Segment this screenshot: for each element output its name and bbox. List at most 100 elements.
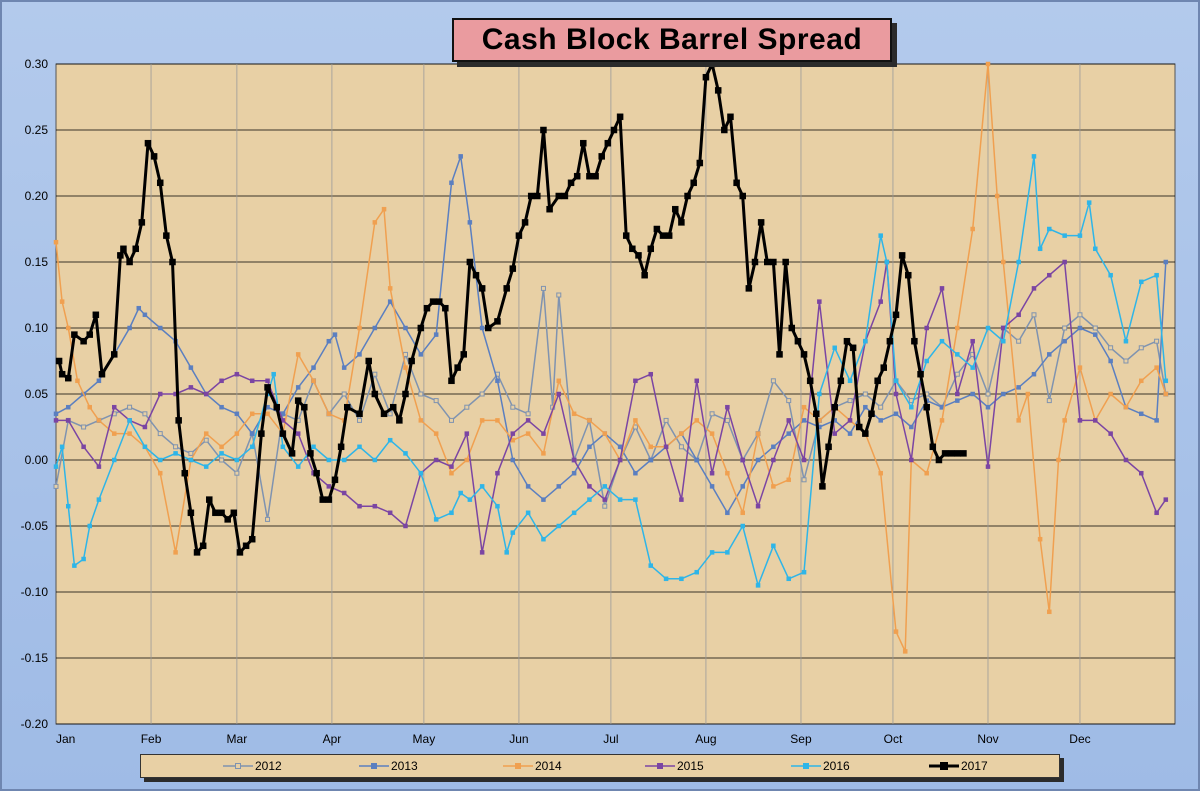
data-point: [855, 423, 863, 431]
data-point: [188, 365, 194, 370]
legend-label: 2017: [961, 759, 988, 773]
data-point: [72, 563, 77, 568]
data-point: [786, 398, 792, 404]
data-point: [1163, 497, 1169, 502]
data-point: [602, 484, 608, 489]
data-point: [525, 510, 531, 516]
data-point: [534, 192, 541, 200]
data-point: [786, 431, 791, 436]
data-point: [924, 470, 929, 476]
data-point: [157, 470, 163, 476]
x-tick-label: Feb: [141, 732, 162, 746]
data-point: [633, 418, 638, 423]
data-point: [653, 225, 661, 233]
data-point: [555, 192, 563, 200]
data-point: [985, 61, 991, 67]
data-point: [571, 510, 577, 516]
data-point: [924, 358, 929, 364]
data-point: [236, 549, 244, 556]
data-point: [509, 265, 517, 272]
y-tick-label: 0.10: [25, 321, 49, 335]
data-point: [862, 430, 869, 437]
data-point: [218, 509, 225, 517]
data-point: [288, 450, 296, 457]
data-point: [725, 550, 730, 555]
data-point: [449, 470, 454, 476]
data-point: [911, 337, 918, 345]
data-point: [294, 397, 302, 404]
data-point: [150, 153, 158, 160]
data-point: [602, 503, 608, 509]
data-point: [387, 510, 393, 516]
data-point: [1154, 365, 1159, 370]
data-point: [156, 179, 164, 187]
data-point: [571, 457, 577, 463]
data-point: [878, 404, 884, 410]
data-point: [1016, 338, 1022, 344]
data-point: [311, 378, 316, 384]
legend-item-2017: 2017: [929, 755, 988, 777]
data-point: [1001, 325, 1006, 331]
data-point: [709, 411, 715, 417]
data-point: [265, 411, 270, 417]
data-point: [53, 418, 59, 423]
data-point: [832, 431, 837, 436]
data-point: [678, 219, 685, 226]
data-point: [66, 325, 71, 331]
data-point: [556, 292, 562, 298]
data-point: [341, 391, 347, 397]
data-point: [755, 583, 761, 588]
data-point: [525, 411, 531, 417]
data-point: [1077, 365, 1083, 370]
data-point: [1139, 378, 1144, 384]
data-point: [331, 476, 339, 484]
data-point: [740, 484, 745, 489]
data-point: [663, 444, 669, 450]
data-point: [132, 245, 139, 253]
data-point: [273, 403, 280, 411]
data-point: [58, 370, 66, 378]
data-point: [786, 477, 791, 483]
data-point: [817, 299, 822, 304]
data-point: [479, 418, 485, 423]
data-point: [53, 483, 59, 489]
data-point: [801, 569, 807, 575]
data-point: [1123, 338, 1129, 344]
data-point: [311, 444, 316, 450]
data-point: [117, 252, 124, 259]
data-point: [313, 469, 320, 477]
data-point: [521, 219, 529, 226]
data-point: [587, 484, 592, 489]
data-point: [635, 252, 642, 259]
y-tick-label: 0.15: [25, 255, 49, 269]
data-point: [935, 456, 943, 464]
data-point: [1001, 338, 1006, 344]
data-point: [157, 457, 163, 463]
data-point: [175, 417, 182, 424]
data-point: [249, 444, 255, 450]
legend-swatch-2016: [791, 763, 821, 769]
data-point: [429, 298, 437, 305]
data-point: [610, 126, 618, 134]
data-point: [188, 385, 194, 390]
legend-swatch-2015: [645, 763, 675, 769]
legend-item-2014: 2014: [503, 755, 562, 777]
data-point: [96, 418, 102, 423]
data-point: [786, 418, 791, 423]
data-point: [556, 378, 562, 384]
data-point: [234, 457, 240, 463]
data-point: [1062, 259, 1067, 265]
data-point: [1139, 411, 1144, 417]
data-point: [616, 113, 624, 121]
data-point: [755, 503, 761, 509]
data-point: [127, 431, 132, 436]
data-point: [617, 444, 623, 450]
data-point: [776, 351, 783, 358]
legend-label: 2014: [535, 759, 562, 773]
data-point: [372, 457, 378, 463]
y-tick-label: -0.10: [21, 585, 49, 599]
data-point: [1037, 536, 1043, 542]
data-point: [86, 331, 93, 338]
y-tick-label: 0.05: [25, 387, 49, 401]
data-point: [586, 172, 593, 180]
